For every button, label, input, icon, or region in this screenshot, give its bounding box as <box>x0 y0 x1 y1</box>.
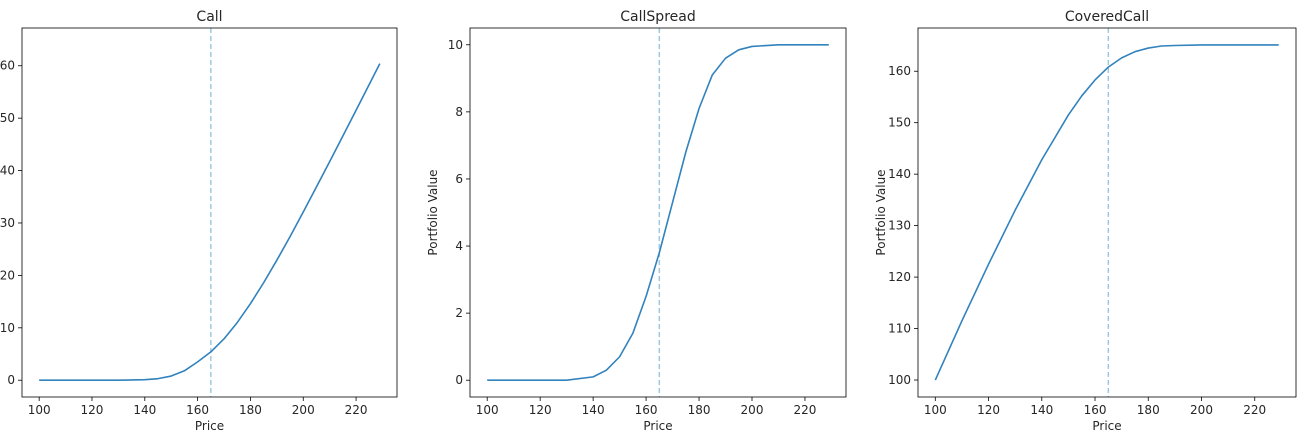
plot-area <box>22 28 397 397</box>
x-tick-label: 220 <box>345 403 368 417</box>
axes-frame <box>21 27 398 398</box>
x-tick-label: 200 <box>741 403 764 417</box>
chart-title: CoveredCall <box>1065 9 1149 25</box>
x-tick-label: 160 <box>186 403 209 417</box>
y-tick-label: 20 <box>0 268 15 282</box>
x-tick-label: 200 <box>292 403 315 417</box>
x-axis-label: Price <box>195 419 224 433</box>
x-tick-label: 100 <box>476 403 499 417</box>
chart-title: Call <box>196 9 222 25</box>
y-tick-label: 110 <box>888 322 911 336</box>
plot-area <box>918 28 1296 397</box>
y-axis-label: Portfolio Value <box>874 169 888 255</box>
x-tick-label: 180 <box>688 403 711 417</box>
x-tick-label: 200 <box>1190 403 1213 417</box>
axes-frame <box>917 27 1297 398</box>
x-tick-label: 140 <box>1030 403 1053 417</box>
y-tick-label: 150 <box>888 116 911 130</box>
series-line-0 <box>39 63 381 382</box>
y-tick-label: 10 <box>448 38 463 52</box>
axes-frame <box>469 27 847 398</box>
y-tick-label: 10 <box>0 321 15 335</box>
y-tick-label: 4 <box>455 239 463 253</box>
series-line-0 <box>934 44 1279 381</box>
y-tick-label: 160 <box>888 64 911 78</box>
y-tick-label: 0 <box>7 373 15 387</box>
y-tick-label: 100 <box>888 373 911 387</box>
x-axis-label: Price <box>643 419 672 433</box>
series-line-0 <box>487 43 829 382</box>
x-tick-label: 180 <box>1137 403 1160 417</box>
y-tick-label: 40 <box>0 164 15 178</box>
x-tick-label: 220 <box>1243 403 1266 417</box>
chart-panel-coveredcall: 100 120 140 160 180 200 220 100 110 120 130 140 150 1… <box>874 9 1297 433</box>
y-axis-label: Portfolio Value <box>426 169 440 255</box>
y-tick-label: 60 <box>0 59 15 73</box>
x-tick-label: 220 <box>794 403 817 417</box>
y-tick-label: 130 <box>888 219 911 233</box>
x-tick-label: 100 <box>924 403 947 417</box>
chart-panel-call: 100 120 140 160 180 200 220 0 10 20 30 40 50 60 Call Pr… <box>0 9 398 433</box>
x-tick-label: 100 <box>28 403 51 417</box>
y-tick-label: 140 <box>888 167 911 181</box>
chart-panel-callspread: 100 120 140 160 180 200 220 0 2 4 6 8 10 CallSpread Pr… <box>426 9 847 433</box>
y-tick-label: 8 <box>455 105 463 119</box>
y-tick-label: 2 <box>455 306 463 320</box>
x-tick-label: 120 <box>529 403 552 417</box>
y-tick-label: 0 <box>455 373 463 387</box>
x-tick-label: 180 <box>239 403 262 417</box>
x-tick-label: 140 <box>133 403 156 417</box>
plot-area <box>470 28 846 397</box>
x-tick-label: 160 <box>635 403 658 417</box>
x-tick-label: 120 <box>81 403 104 417</box>
x-axis-label: Price <box>1092 419 1121 433</box>
x-tick-label: 140 <box>582 403 605 417</box>
y-tick-label: 50 <box>0 111 15 125</box>
y-tick-label: 6 <box>455 172 463 186</box>
y-tick-label: 120 <box>888 270 911 284</box>
y-tick-label: 30 <box>0 216 15 230</box>
x-tick-label: 120 <box>977 403 1000 417</box>
x-tick-label: 160 <box>1084 403 1107 417</box>
chart-title: CallSpread <box>620 9 695 25</box>
